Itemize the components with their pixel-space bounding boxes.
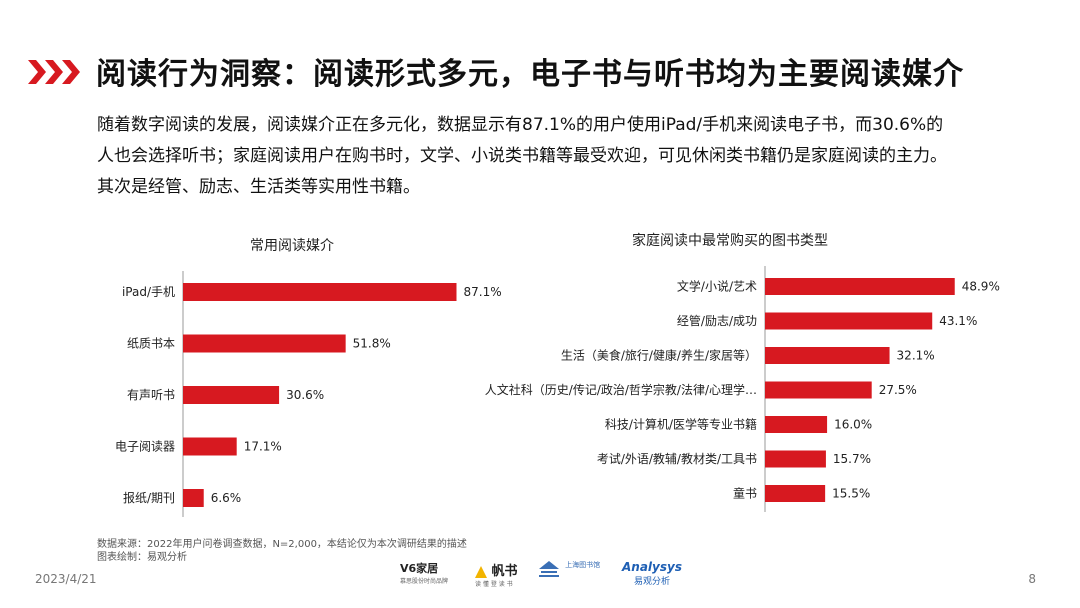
- intro-line: 人也会选择听书；家庭阅读用户在购书时，文学、小说类书籍等最受欢迎，可见休闲类书籍…: [97, 146, 947, 166]
- data-source: 数据来源：2022年用户问卷调查数据，N=2,000，本结论仅为本次调研结果的描…: [97, 539, 467, 550]
- category-label: 科技/计算机/医学等专业书籍: [605, 417, 757, 432]
- bar: [765, 347, 890, 364]
- library-icon: [539, 561, 559, 577]
- value-label: 15.5%: [832, 487, 870, 501]
- chart-left-title: 常用阅读媒介: [250, 238, 334, 254]
- value-label: 30.6%: [286, 388, 324, 402]
- category-label: iPad/手机: [122, 285, 175, 299]
- value-label: 27.5%: [879, 383, 917, 397]
- bar: [183, 437, 237, 456]
- library-logo: 上海图书馆: [538, 560, 618, 582]
- fanshu-icon: [475, 565, 487, 578]
- category-label: 经管/励志/成功: [677, 313, 757, 328]
- value-label: 87.1%: [463, 285, 501, 299]
- category-label: 文学/小说/艺术: [677, 279, 757, 294]
- bar: [765, 485, 826, 502]
- report-date: 2023/4/21: [35, 572, 97, 586]
- bar: [765, 278, 955, 295]
- intro-line: 随着数字阅读的发展，阅读媒介正在多元化，数据显示有87.1%的用户使用iPad/…: [97, 115, 944, 135]
- category-label: 有声听书: [127, 388, 175, 402]
- category-label: 电子阅读器: [115, 440, 175, 454]
- v6-logo: V6家居 慕思股份时尚品牌: [400, 562, 449, 585]
- bar: [183, 334, 346, 353]
- value-label: 51.8%: [353, 337, 391, 351]
- bar: [183, 283, 457, 301]
- intro-paragraph: 随着数字阅读的发展，阅读媒介正在多元化，数据显示有87.1%的用户使用iPad/…: [97, 110, 1017, 203]
- bar: [765, 312, 933, 330]
- page-title: 阅读行为洞察：阅读形式多元，电子书与听书均为主要阅读媒介: [96, 57, 964, 92]
- bar: [765, 381, 872, 399]
- bar: [183, 489, 204, 507]
- intro-line: 其次是经管、励志、生活类等实用性书籍。: [97, 177, 420, 197]
- category-label: 童书: [733, 486, 757, 501]
- category-label: 生活（美食/旅行/健康/养生/家居等）: [561, 348, 757, 363]
- chevrons-icon: [28, 60, 80, 84]
- value-label: 15.7%: [833, 452, 871, 466]
- value-label: 43.1%: [939, 314, 977, 328]
- page-number: 8: [1028, 572, 1036, 586]
- value-label: 6.6%: [211, 491, 242, 505]
- value-label: 16.0%: [834, 418, 872, 432]
- category-label: 考试/外语/教辅/教材类/工具书: [597, 451, 757, 466]
- value-label: 32.1%: [897, 349, 935, 363]
- partner-logos: V6家居 慕思股份时尚品牌 帆书 读 懂 登 读 书 上海图书馆 Analysy…: [400, 560, 700, 594]
- analysys-logo: Analysys 易观分析: [622, 560, 682, 587]
- bar: [765, 450, 826, 468]
- value-label: 17.1%: [244, 440, 282, 454]
- value-label: 48.9%: [962, 280, 1000, 294]
- bar: [183, 386, 280, 404]
- fanshu-logo: 帆书 读 懂 登 读 书: [475, 564, 518, 588]
- drawn-by: 图表绘制：易观分析: [97, 552, 187, 563]
- category-label: 纸质书本: [127, 337, 175, 351]
- chart-right-title: 家庭阅读中最常购买的图书类型: [632, 233, 828, 249]
- category-label: 报纸/期刊: [123, 490, 175, 505]
- category-label: 人文社科（历史/传记/政治/哲学宗教/法律/心理学…: [485, 382, 757, 397]
- source-note: 数据来源：2022年用户问卷调查数据，N=2,000，本结论仅为本次调研结果的描…: [97, 538, 467, 564]
- bar: [765, 416, 828, 433]
